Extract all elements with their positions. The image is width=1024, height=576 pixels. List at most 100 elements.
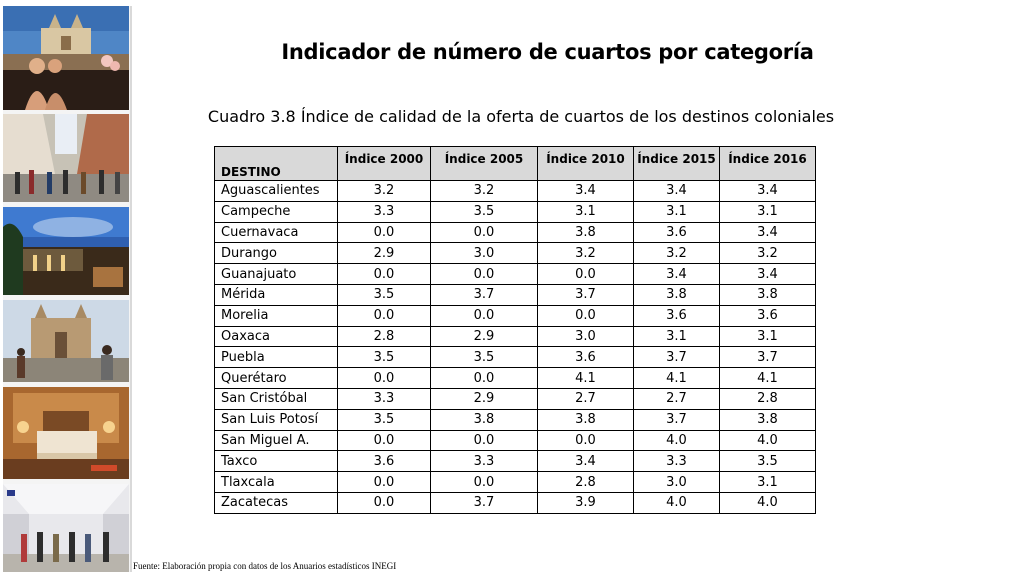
column-header-2000: Índice 2000 bbox=[337, 146, 431, 181]
index-cell: 0.0 bbox=[430, 429, 538, 452]
index-cell: 3.8 bbox=[430, 408, 538, 431]
index-cell: 2.9 bbox=[337, 242, 431, 265]
table-header-row: DESTINO Índice 2000 Índice 2005 Índice 2… bbox=[214, 146, 816, 181]
night-plaza-photo bbox=[3, 207, 129, 295]
index-cell: 3.6 bbox=[633, 304, 720, 327]
index-cell: 3.4 bbox=[719, 180, 816, 202]
table-row: San Luis Potosí 3.5 3.8 3.8 3.7 3.8 bbox=[214, 408, 816, 431]
index-cell: 3.7 bbox=[633, 346, 720, 369]
destination-name: Mérida bbox=[214, 283, 338, 306]
index-cell: 2.9 bbox=[430, 387, 538, 410]
index-cell: 4.1 bbox=[537, 367, 634, 389]
column-header-2005: Índice 2005 bbox=[430, 146, 538, 181]
index-cell: 3.2 bbox=[719, 242, 816, 265]
index-cell: 4.0 bbox=[719, 429, 816, 452]
index-cell: 3.0 bbox=[430, 242, 538, 265]
index-cell: 3.6 bbox=[337, 450, 431, 473]
index-cell: 0.0 bbox=[337, 367, 431, 389]
index-cell: 0.0 bbox=[537, 429, 634, 452]
index-cell: 3.1 bbox=[719, 471, 816, 493]
index-cell: 3.4 bbox=[633, 263, 720, 285]
destination-name: Cuernavaca bbox=[214, 221, 338, 244]
pedestrian-street-photo bbox=[3, 114, 129, 202]
index-cell: 0.0 bbox=[337, 304, 431, 327]
index-cell: 3.5 bbox=[337, 346, 431, 369]
table-row: Taxco 3.6 3.3 3.4 3.3 3.5 bbox=[214, 450, 816, 473]
index-cell: 3.8 bbox=[719, 408, 816, 431]
index-cell: 0.0 bbox=[337, 471, 431, 493]
destination-name: Aguascalientes bbox=[214, 180, 338, 202]
destination-name: Zacatecas bbox=[214, 491, 338, 514]
index-cell: 3.1 bbox=[719, 325, 816, 348]
index-cell: 3.6 bbox=[537, 346, 634, 369]
index-cell: 3.3 bbox=[430, 450, 538, 473]
destination-name: Durango bbox=[214, 242, 338, 265]
index-cell: 0.0 bbox=[430, 471, 538, 493]
table-row: Puebla 3.5 3.5 3.6 3.7 3.7 bbox=[214, 346, 816, 369]
source-note: Fuente: Elaboración propia con datos de … bbox=[133, 561, 397, 571]
table-row: Tlaxcala 0.0 0.0 2.8 3.0 3.1 bbox=[214, 471, 816, 493]
index-cell: 3.5 bbox=[719, 450, 816, 473]
table-row: San Miguel A. 0.0 0.0 0.0 4.0 4.0 bbox=[214, 429, 816, 452]
index-cell: 4.0 bbox=[633, 491, 720, 514]
table-row: Morelia 0.0 0.0 0.0 3.6 3.6 bbox=[214, 304, 816, 327]
index-cell: 3.7 bbox=[430, 491, 538, 514]
index-cell: 3.9 bbox=[537, 491, 634, 514]
index-cell: 3.1 bbox=[719, 200, 816, 223]
index-cell: 3.6 bbox=[719, 304, 816, 327]
index-cell: 4.0 bbox=[633, 429, 720, 452]
destination-name: Querétaro bbox=[214, 367, 338, 389]
index-cell: 0.0 bbox=[430, 263, 538, 285]
index-cell: 2.9 bbox=[430, 325, 538, 348]
shopping-corridor-photo bbox=[3, 484, 129, 572]
index-cell: 3.8 bbox=[537, 408, 634, 431]
table-row: Cuernavaca 0.0 0.0 3.8 3.6 3.4 bbox=[214, 221, 816, 244]
index-cell: 3.7 bbox=[430, 283, 538, 306]
index-cell: 3.4 bbox=[537, 450, 634, 473]
index-cell: 3.5 bbox=[430, 200, 538, 223]
index-cell: 0.0 bbox=[430, 221, 538, 244]
index-cell: 2.8 bbox=[337, 325, 431, 348]
index-cell: 2.7 bbox=[537, 387, 634, 410]
index-cell: 4.1 bbox=[633, 367, 720, 389]
index-cell: 2.8 bbox=[719, 387, 816, 410]
index-cell: 0.0 bbox=[430, 304, 538, 327]
destination-name: San Miguel A. bbox=[214, 429, 338, 452]
table-row: Durango 2.9 3.0 3.2 3.2 3.2 bbox=[214, 242, 816, 265]
index-cell: 3.4 bbox=[537, 180, 634, 202]
destination-name: Guanajuato bbox=[214, 263, 338, 285]
column-header-2010: Índice 2010 bbox=[537, 146, 634, 181]
index-cell: 3.3 bbox=[337, 387, 431, 410]
column-header-2015: Índice 2015 bbox=[633, 146, 720, 181]
table-row: Aguascalientes 3.2 3.2 3.4 3.4 3.4 bbox=[214, 180, 816, 202]
table-row: Zacatecas 0.0 3.7 3.9 4.0 4.0 bbox=[214, 491, 816, 514]
column-header-2016: Índice 2016 bbox=[719, 146, 816, 181]
index-cell: 3.0 bbox=[537, 325, 634, 348]
index-cell: 3.2 bbox=[430, 180, 538, 202]
index-cell: 3.0 bbox=[633, 471, 720, 493]
destination-name: San Cristóbal bbox=[214, 387, 338, 410]
index-cell: 3.4 bbox=[719, 221, 816, 244]
destination-name: Tlaxcala bbox=[214, 471, 338, 493]
destination-name: Campeche bbox=[214, 200, 338, 223]
index-cell: 3.2 bbox=[537, 242, 634, 265]
table-caption: Cuadro 3.8 Índice de calidad de la ofert… bbox=[207, 107, 835, 126]
destination-name: Morelia bbox=[214, 304, 338, 327]
destination-name: Oaxaca bbox=[214, 325, 338, 348]
index-cell: 3.2 bbox=[633, 242, 720, 265]
table-row: Oaxaca 2.8 2.9 3.0 3.1 3.1 bbox=[214, 325, 816, 348]
index-cell: 3.3 bbox=[633, 450, 720, 473]
index-cell: 0.0 bbox=[337, 491, 431, 514]
index-cell: 3.1 bbox=[633, 325, 720, 348]
index-cell: 0.0 bbox=[537, 304, 634, 327]
table-row: Campeche 3.3 3.5 3.1 3.1 3.1 bbox=[214, 200, 816, 223]
index-cell: 4.0 bbox=[719, 491, 816, 514]
index-cell: 0.0 bbox=[337, 263, 431, 285]
index-cell: 3.6 bbox=[633, 221, 720, 244]
column-header-destino: DESTINO bbox=[214, 146, 338, 181]
index-cell: 0.0 bbox=[337, 429, 431, 452]
destination-name: Puebla bbox=[214, 346, 338, 369]
index-cell: 0.0 bbox=[430, 367, 538, 389]
colonial-church-pool-photo bbox=[3, 6, 129, 110]
index-cell: 0.0 bbox=[337, 221, 431, 244]
